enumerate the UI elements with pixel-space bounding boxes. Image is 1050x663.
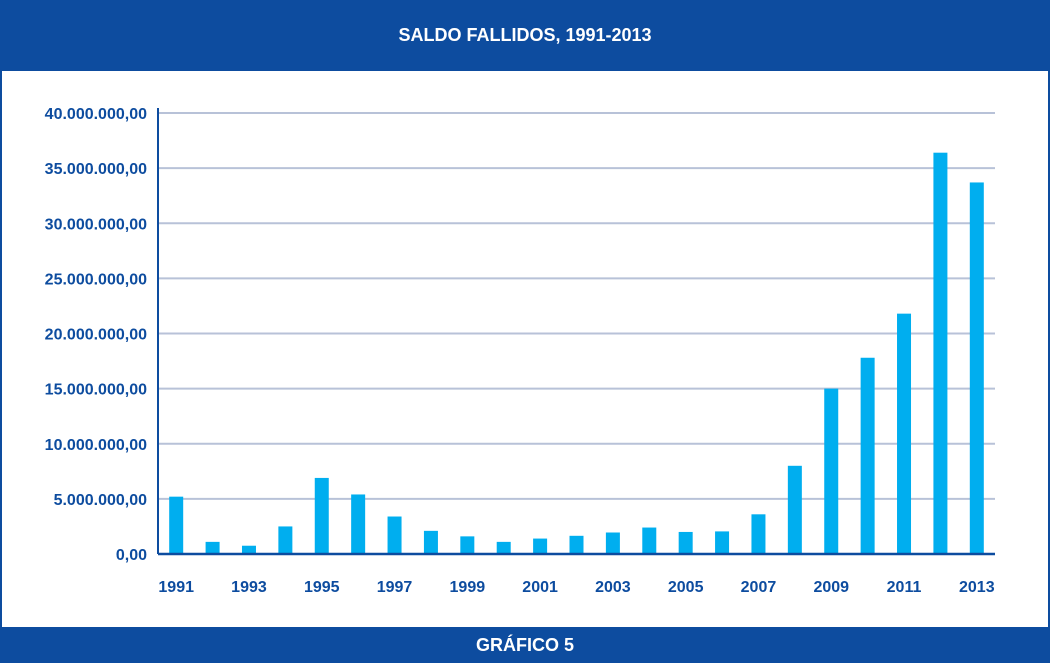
x-tick-label: 2011 [887,579,922,596]
bar-2001 [533,538,548,554]
chart-title: SALDO FALLIDOS, 1991-2013 [0,0,1050,71]
gridlines [158,112,995,500]
y-tick-label: 15.000.000,00 [45,382,147,399]
y-tick-label: 25.000.000,00 [45,271,147,288]
figure-label: GRÁFICO 5 [0,627,1050,663]
bar-2007 [751,514,766,554]
x-tick-label: 2003 [595,579,631,596]
x-tick-label: 2013 [959,579,995,596]
x-tick-label: 2009 [813,579,849,596]
bar-2000 [496,541,511,554]
x-tick-label: 1997 [377,579,413,596]
bar-2003 [605,532,620,554]
y-tick-label: 30.000.000,00 [45,216,147,233]
bar-2002 [569,535,584,554]
x-tick-label: 2001 [522,579,558,596]
x-tick-label: 2007 [741,579,777,596]
bar-2013 [969,182,984,554]
x-tick-label: 1995 [304,579,340,596]
bar-2011 [897,313,912,554]
y-tick-label: 40.000.000,00 [45,106,147,123]
bar-2004 [642,527,657,554]
bar-1999 [460,536,475,554]
bar-1993 [241,545,256,554]
y-tick-label: 35.000.000,00 [45,161,147,178]
bars [169,152,984,554]
bar-1991 [169,496,184,554]
bar-2005 [678,531,693,554]
y-tick-label: 10.000.000,00 [45,437,147,454]
y-tick-label: 20.000.000,00 [45,327,147,344]
axes [157,108,995,556]
bar-1994 [278,526,293,554]
bar-2012 [933,152,948,554]
x-axis-ticks: 1991 1993 1995 1997 1999 2001 2003 2005 2007 2009… [158,579,994,596]
bar-2010 [860,357,875,554]
x-tick-label: 1991 [158,579,194,596]
bar-2008 [787,465,802,554]
x-tick-label: 2005 [668,579,704,596]
bar-1997 [387,516,402,554]
x-tick-label: 1993 [231,579,267,596]
y-tick-label: 5.000.000,00 [54,492,148,509]
bar-2009 [824,388,839,554]
bar-1998 [423,530,438,554]
bar-1992 [205,541,220,554]
bar-1995 [314,477,329,554]
bar-1996 [351,494,366,554]
y-tick-label: 0,00 [116,547,147,564]
bar-2006 [715,531,730,554]
y-axis-ticks: 0,00 5.000.000,00 10.000.000,00 15.000.000,… [45,106,147,564]
x-tick-label: 1999 [450,579,486,596]
